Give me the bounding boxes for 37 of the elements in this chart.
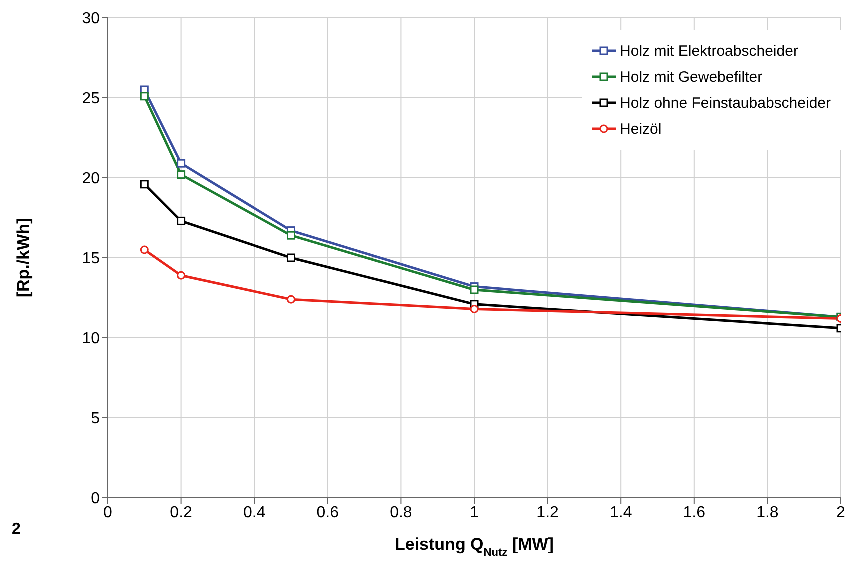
y-tick-label: 30 xyxy=(82,10,100,28)
x-tick-label: 0 xyxy=(104,504,113,522)
point xyxy=(287,254,296,262)
x-tick-label: 1.8 xyxy=(756,504,779,522)
point xyxy=(287,231,296,240)
text: 2 xyxy=(12,521,21,539)
x-tick-label: 0.6 xyxy=(316,504,340,522)
x-axis-title: Leistung Q$_{Nutz}$ [MW] xyxy=(395,535,554,559)
y-tick-label: 0 xyxy=(91,490,100,508)
point xyxy=(177,159,186,168)
x-tick-label: 0.2 xyxy=(170,504,193,522)
point xyxy=(140,180,149,189)
x-tick-label: 1 xyxy=(470,504,480,522)
legend-label: Holz ohne Feinstaubabscheider xyxy=(620,94,831,112)
y-axis-title: [Rp./kWh] xyxy=(14,218,34,298)
point xyxy=(140,246,149,254)
x-tick-label: 1.4 xyxy=(610,504,632,522)
y-tick-label: 15 xyxy=(82,250,100,268)
point xyxy=(140,92,149,101)
point xyxy=(177,216,186,226)
y-tick-label: 10 xyxy=(82,330,100,348)
point xyxy=(470,286,479,294)
y-tick-label: 25 xyxy=(82,90,100,108)
legend-label: Holz mit Gewebefilter xyxy=(620,68,763,86)
legend-label: Heizöl xyxy=(620,120,662,138)
x-tick-label: 1.2 xyxy=(536,504,560,522)
y-tick-label: 5 xyxy=(91,410,100,428)
legend-label: Holz mit Elektroabscheider xyxy=(620,42,798,60)
x-tick-label: 1.6 xyxy=(683,504,706,522)
point xyxy=(177,271,186,280)
point xyxy=(470,304,479,314)
point xyxy=(287,295,296,304)
y-tick-label: 20 xyxy=(82,170,100,188)
x-tick-label: 2 xyxy=(836,504,846,522)
point xyxy=(177,170,186,180)
x-tick-label: 0.4 xyxy=(243,504,266,522)
x-tick-label: 0.8 xyxy=(390,504,412,522)
